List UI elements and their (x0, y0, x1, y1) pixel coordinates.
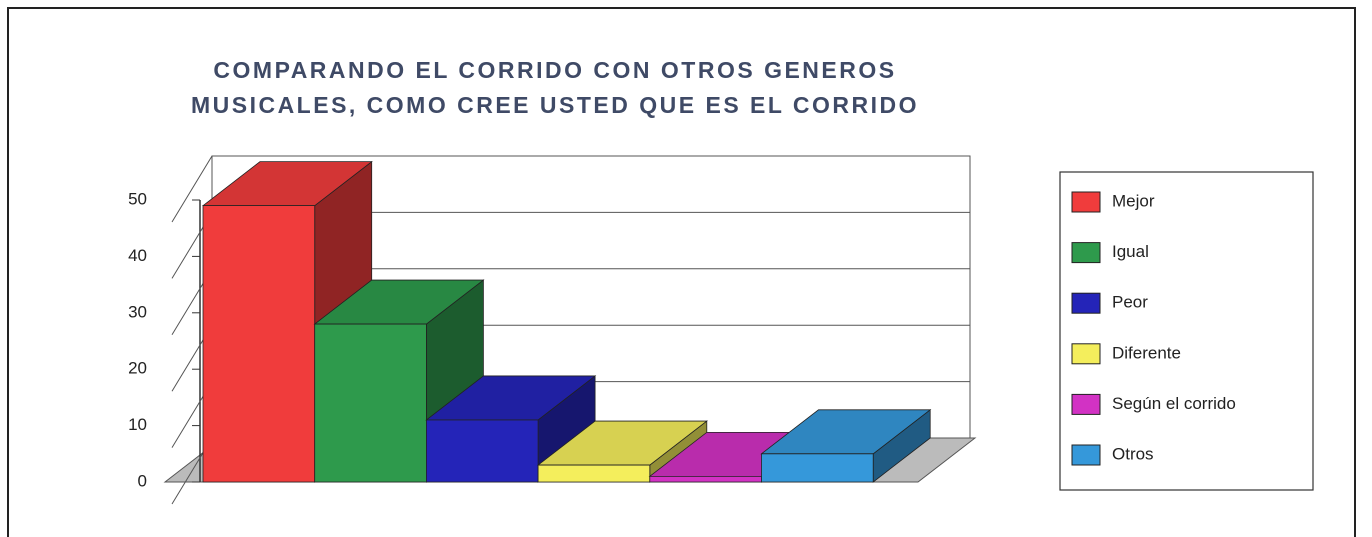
legend-swatch (1071, 343, 1101, 365)
legend-swatch (1071, 292, 1101, 314)
y-tick-label: 0 (138, 471, 147, 490)
grid-line (171, 155, 970, 223)
chart-title: COMPARANDO EL CORRIDO CON OTROS GENEROS (213, 57, 896, 83)
legend-label: Mejor (1112, 191, 1155, 210)
legend-label: Otros (1112, 444, 1154, 463)
legend (1059, 171, 1314, 491)
legend-label: Igual (1112, 242, 1149, 261)
legend-swatch (1071, 191, 1101, 213)
chart-title: MUSICALES, COMO CREE USTED QUE ES EL COR… (191, 92, 919, 118)
legend-swatch (1071, 393, 1101, 415)
y-tick-label: 10 (128, 415, 147, 434)
bar-front (537, 464, 651, 483)
y-tick-label: 40 (128, 246, 147, 265)
y-tick-label: 50 (128, 189, 147, 208)
bar-front (202, 205, 316, 483)
frame (7, 7, 1356, 537)
bar (313, 279, 485, 483)
bar (536, 420, 708, 483)
y-tick-label: 20 (128, 359, 147, 378)
bar-front (314, 323, 427, 483)
legend-label: Peor (1112, 293, 1148, 312)
bar-front (761, 453, 874, 483)
legend-swatch (1071, 444, 1101, 466)
legend-swatch (1071, 242, 1101, 264)
bar (760, 408, 932, 483)
y-tick-label: 30 (128, 302, 147, 321)
legend-label: Diferente (1112, 343, 1181, 362)
legend-label: Según el corrido (1112, 394, 1236, 413)
bar-front (426, 419, 539, 483)
bar-front (649, 475, 762, 483)
